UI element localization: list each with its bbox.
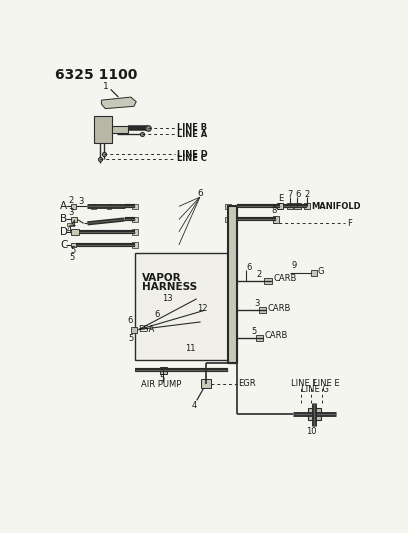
Text: 8: 8 [272, 206, 277, 215]
Bar [71, 217, 78, 222]
Text: LINE C: LINE C [177, 154, 206, 163]
Bar [91, 204, 96, 209]
Bar [224, 217, 231, 222]
Text: 5: 5 [251, 327, 256, 336]
Bar [308, 408, 321, 421]
Text: LINE G: LINE G [301, 385, 328, 394]
Bar [71, 229, 79, 235]
Bar [93, 116, 112, 143]
Text: 13: 13 [162, 294, 173, 303]
Text: 4: 4 [71, 220, 76, 229]
Text: AIR PUMP: AIR PUMP [141, 380, 181, 389]
Text: 5: 5 [160, 374, 165, 383]
Text: ESA: ESA [139, 325, 155, 334]
Text: 5: 5 [71, 246, 76, 255]
Text: 6: 6 [246, 263, 252, 272]
Polygon shape [101, 97, 136, 109]
Bar [132, 217, 138, 222]
Text: 10: 10 [306, 427, 317, 436]
Text: 9: 9 [291, 261, 297, 270]
Text: 4: 4 [66, 225, 71, 234]
Text: 7: 7 [287, 190, 293, 199]
Text: E: E [278, 194, 283, 203]
Text: MANIFOLD: MANIFOLD [311, 202, 361, 211]
Bar [131, 327, 137, 333]
Bar [202, 379, 211, 388]
Bar [132, 242, 138, 248]
Text: LINE D: LINE D [177, 150, 207, 158]
Text: C: C [60, 240, 68, 250]
Text: 3: 3 [78, 197, 84, 206]
Text: CARB: CARB [265, 332, 288, 340]
Text: LINE E: LINE E [313, 379, 339, 388]
Text: 6: 6 [197, 189, 203, 198]
Text: EGR: EGR [239, 379, 256, 388]
Text: B: B [60, 214, 67, 224]
Text: G: G [317, 266, 324, 276]
Text: 5: 5 [69, 253, 75, 262]
Text: 6325 1100: 6325 1100 [55, 68, 137, 82]
Text: D: D [60, 227, 68, 237]
Bar [224, 204, 231, 209]
Text: 1: 1 [103, 82, 109, 91]
Text: LINE A: LINE A [177, 130, 207, 139]
Bar [132, 204, 138, 209]
Text: 2: 2 [69, 196, 74, 205]
Text: 12: 12 [197, 304, 207, 313]
Text: F: F [347, 219, 352, 228]
Bar [135, 253, 228, 360]
Bar [71, 204, 76, 209]
Bar [286, 203, 293, 209]
Text: CARB: CARB [268, 304, 291, 312]
Bar [107, 204, 111, 209]
Text: 5: 5 [129, 334, 134, 343]
Text: 3: 3 [69, 208, 74, 217]
Bar [304, 203, 310, 209]
Bar [67, 223, 73, 227]
Text: 6: 6 [127, 316, 132, 325]
Bar [264, 278, 272, 284]
Text: VAPOR: VAPOR [142, 273, 182, 283]
Bar [310, 270, 317, 277]
Text: LINE B: LINE B [177, 123, 207, 132]
Bar [294, 203, 301, 209]
Bar [255, 335, 263, 341]
Text: 6: 6 [295, 190, 301, 199]
Text: LINE F: LINE F [291, 379, 317, 388]
Text: CARB: CARB [273, 274, 297, 284]
Bar [71, 243, 76, 247]
Bar [273, 216, 279, 223]
Text: A: A [60, 201, 67, 212]
Bar [132, 229, 138, 235]
Text: 2: 2 [304, 190, 310, 199]
Text: 11: 11 [185, 344, 195, 353]
Text: 6: 6 [154, 310, 160, 319]
Bar [259, 308, 266, 313]
Bar [112, 126, 128, 133]
Bar [160, 367, 167, 374]
Text: 3: 3 [254, 299, 259, 308]
Bar [277, 203, 283, 209]
Text: 2: 2 [256, 270, 262, 279]
Text: HARNESS: HARNESS [142, 282, 197, 292]
Text: 4: 4 [192, 401, 197, 409]
